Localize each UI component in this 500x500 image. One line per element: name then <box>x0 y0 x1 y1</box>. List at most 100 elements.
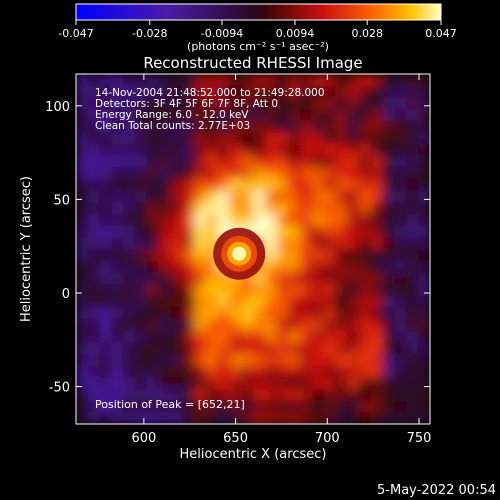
heatmap-cell <box>323 249 337 262</box>
heatmap-cell <box>76 144 89 157</box>
heatmap-cell <box>406 389 420 402</box>
y-axis-label: Heliocentric Y (arcsec) <box>19 176 34 322</box>
heatmap-cell <box>205 412 219 424</box>
heatmap-cell <box>217 214 231 227</box>
heatmap-cell <box>241 109 254 122</box>
heatmap-cell <box>418 179 430 192</box>
heatmap-cell <box>312 225 325 239</box>
heatmap-cell <box>76 179 89 192</box>
annotation-line: Energy Range: 6.0 - 12.0 keV <box>95 109 249 121</box>
heatmap-cell <box>182 144 195 157</box>
heatmap-cell <box>288 85 302 99</box>
heatmap-cell <box>347 400 361 414</box>
heatmap-cell <box>170 260 184 274</box>
heatmap-cell <box>312 237 325 250</box>
x-tick-label: 600 <box>131 431 156 446</box>
heatmap-cell <box>312 97 325 110</box>
heatmap-cell <box>123 365 136 379</box>
heatmap-cell <box>135 354 148 367</box>
heatmap-cell <box>123 132 136 145</box>
heatmap-cell <box>182 190 195 204</box>
heatmap-cell <box>194 97 207 110</box>
x-tick-label: 700 <box>315 431 340 446</box>
heatmap-cell <box>76 354 89 367</box>
heatmap-cell <box>288 342 302 355</box>
heatmap-cell <box>418 190 430 204</box>
heatmap-cell <box>170 249 184 262</box>
heatmap-cell <box>323 295 337 309</box>
heatmap-cell <box>418 389 430 402</box>
heatmap-cell <box>418 272 430 285</box>
heatmap-cell <box>371 214 384 227</box>
heatmap-cell <box>194 214 207 227</box>
heatmap-cell <box>205 377 219 390</box>
heatmap-cell <box>158 400 172 414</box>
heatmap-cell <box>123 237 136 250</box>
heatmap-cell <box>76 120 89 134</box>
heatmap-cell <box>371 284 384 297</box>
heatmap-cell <box>300 237 313 250</box>
heatmap-cell <box>335 354 349 367</box>
heatmap-cell <box>253 132 266 145</box>
y-tick-label: 100 <box>45 100 70 115</box>
heatmap-cell <box>87 109 101 122</box>
heatmap-cell <box>99 237 113 250</box>
heatmap-cell <box>347 120 361 134</box>
heatmap-cell <box>382 202 396 215</box>
heatmap-cell <box>276 74 290 87</box>
heatmap-cell <box>264 295 278 309</box>
heatmap-cell <box>135 365 148 379</box>
heatmap-cell <box>253 120 266 134</box>
heatmap-cell <box>371 342 384 355</box>
heatmap-cell <box>170 237 184 250</box>
heatmap-cell <box>158 307 172 320</box>
heatmap-cell <box>312 377 325 390</box>
heatmap-cell <box>76 377 89 390</box>
heatmap-cell <box>87 179 101 192</box>
heatmap-cell <box>146 144 160 157</box>
heatmap-cell <box>194 109 207 122</box>
heatmap-cell <box>111 272 125 285</box>
heatmap-cell <box>229 190 243 204</box>
heatmap-cell <box>335 295 349 309</box>
heatmap-cell <box>241 389 254 402</box>
heatmap-cell <box>347 144 361 157</box>
heatmap-cell <box>146 167 160 180</box>
heatmap-cell <box>194 237 207 250</box>
heatmap-cell <box>205 342 219 355</box>
heatmap-cell <box>229 167 243 180</box>
heatmap-cell <box>394 260 408 274</box>
heatmap-cell <box>418 365 430 379</box>
heatmap-cell <box>264 249 278 262</box>
heatmap-cell <box>76 85 89 99</box>
heatmap-cell <box>406 377 420 390</box>
heatmap-cell <box>217 400 231 414</box>
heatmap-cell <box>182 389 195 402</box>
heatmap-cell <box>359 249 372 262</box>
heatmap-cell <box>205 97 219 110</box>
heatmap-cell <box>146 202 160 215</box>
heatmap-cell <box>146 307 160 320</box>
heatmap-cell <box>359 260 372 274</box>
heatmap-cell <box>382 190 396 204</box>
heatmap-cell <box>241 295 254 309</box>
heatmap-cell <box>276 214 290 227</box>
heatmap-cell <box>87 144 101 157</box>
heatmap-cell <box>229 155 243 169</box>
heatmap-cell <box>312 412 325 424</box>
heatmap-cell <box>382 412 396 424</box>
heatmap-cell <box>205 225 219 239</box>
heatmap-cell <box>170 295 184 309</box>
heatmap-cell <box>229 400 243 414</box>
heatmap-cell <box>170 389 184 402</box>
heatmap-cell <box>87 237 101 250</box>
heatmap-cell <box>371 365 384 379</box>
heatmap-cell <box>394 377 408 390</box>
heatmap-cell <box>323 97 337 110</box>
heatmap-cell <box>300 74 313 87</box>
heatmap-cell <box>217 307 231 320</box>
heatmap-cell <box>371 155 384 169</box>
y-tick-label: -50 <box>49 381 70 396</box>
heatmap-cell <box>382 342 396 355</box>
heatmap-cell <box>111 307 125 320</box>
